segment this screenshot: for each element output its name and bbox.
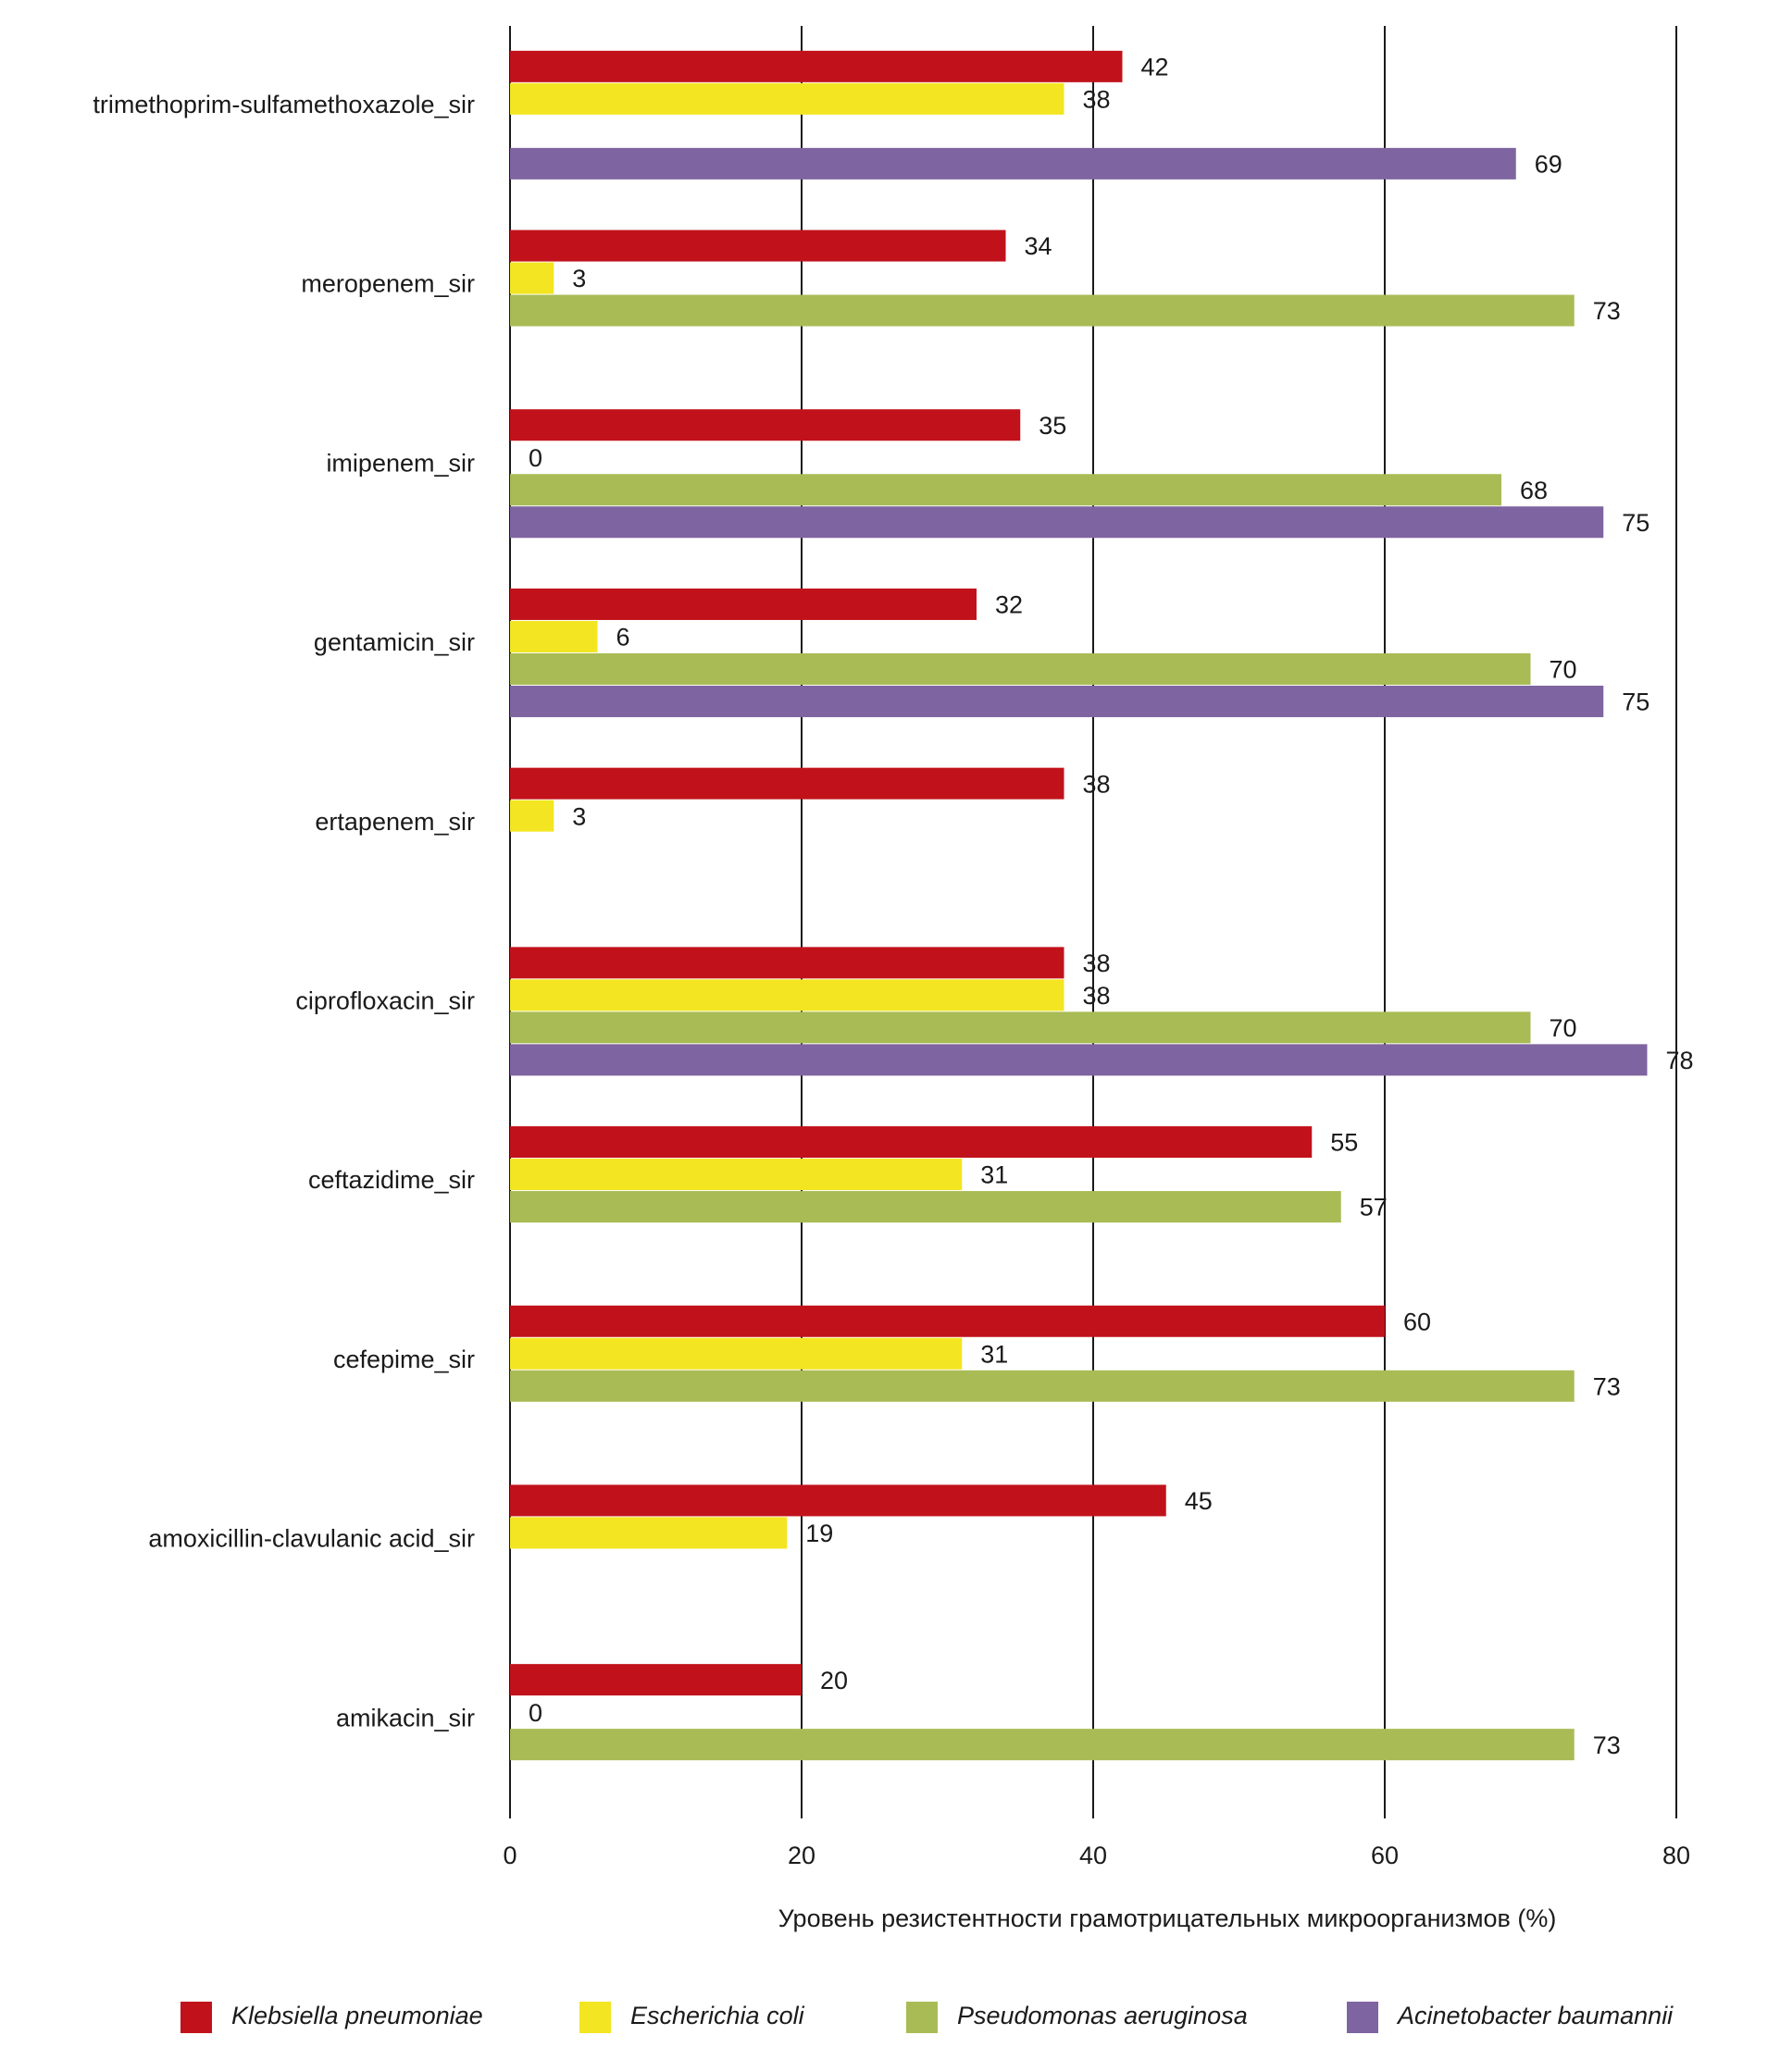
bar — [510, 947, 1064, 979]
data-label: 70 — [1550, 656, 1577, 684]
bar — [510, 800, 554, 832]
bar — [510, 1484, 1166, 1517]
bar — [510, 82, 1064, 115]
data-label: 73 — [1593, 1372, 1621, 1400]
data-label: 55 — [1330, 1129, 1358, 1157]
category-label: imipenem_sir — [326, 449, 475, 477]
legend-swatch — [579, 2002, 611, 2033]
data-label: 20 — [820, 1667, 848, 1694]
bar — [510, 1305, 1385, 1337]
data-label: 73 — [1593, 1731, 1621, 1759]
legend-text: Escherichia coli — [630, 2002, 805, 2029]
category-label: ciprofloxacin_sir — [295, 986, 475, 1014]
bar — [510, 262, 554, 294]
bar — [510, 409, 1021, 441]
bar — [510, 685, 1604, 717]
data-label: 38 — [1083, 949, 1111, 977]
data-label: 75 — [1622, 689, 1649, 716]
bar — [510, 506, 1604, 539]
category-label: trimethoprim-sulfamethoxazole_sir — [93, 91, 475, 118]
data-label: 73 — [1593, 297, 1621, 325]
data-label: 38 — [1083, 770, 1111, 798]
bar — [510, 652, 1531, 685]
legend-text: Klebsiella pneumoniae — [231, 2002, 483, 2029]
bar — [510, 294, 1575, 327]
data-label: 0 — [529, 1699, 542, 1727]
category-label: cefepime_sir — [333, 1346, 475, 1373]
x-tick-label: 40 — [1079, 1842, 1107, 1869]
category-label: meropenem_sir — [301, 270, 475, 298]
data-label: 70 — [1550, 1014, 1577, 1042]
category-label: gentamicin_sir — [314, 628, 475, 656]
data-label: 78 — [1666, 1047, 1694, 1074]
data-label: 38 — [1083, 982, 1111, 1010]
legend-swatch — [906, 2002, 938, 2033]
data-label: 57 — [1360, 1194, 1388, 1222]
data-label: 68 — [1520, 477, 1548, 504]
data-label: 31 — [980, 1340, 1008, 1368]
bar — [510, 767, 1064, 800]
bar — [510, 1191, 1341, 1223]
data-label: 3 — [572, 802, 586, 830]
category-label: ceftazidime_sir — [308, 1166, 475, 1194]
x-tick-label: 80 — [1662, 1842, 1690, 1869]
bar — [510, 1370, 1575, 1402]
bar — [510, 147, 1516, 180]
data-label: 60 — [1403, 1308, 1431, 1335]
data-label: 19 — [805, 1520, 833, 1547]
bar — [510, 1517, 788, 1549]
legend-text: Acinetobacter baumannii — [1396, 2002, 1674, 2029]
data-label: 0 — [529, 444, 542, 472]
data-label: 45 — [1185, 1487, 1213, 1515]
bar — [510, 588, 977, 620]
data-label: 75 — [1622, 509, 1649, 537]
data-label: 32 — [995, 591, 1023, 619]
bar — [510, 1664, 802, 1696]
bar — [510, 620, 598, 652]
bar — [510, 230, 1006, 262]
x-tick-label: 20 — [788, 1842, 815, 1869]
bar — [510, 1729, 1575, 1761]
bar — [510, 1011, 1531, 1044]
data-label: 69 — [1535, 150, 1562, 178]
bar — [510, 1159, 963, 1191]
data-label: 6 — [616, 624, 630, 651]
bar — [510, 50, 1123, 82]
legend-swatch — [1347, 2002, 1378, 2033]
category-label: amikacin_sir — [336, 1704, 475, 1731]
data-label: 34 — [1025, 232, 1052, 260]
data-label: 35 — [1039, 412, 1066, 440]
bar — [510, 1044, 1648, 1076]
data-label: 3 — [572, 265, 586, 292]
category-label: amoxicillin-clavulanic acid_sir — [148, 1525, 475, 1553]
x-tick-label: 60 — [1371, 1842, 1399, 1869]
bar — [510, 474, 1501, 506]
data-label: 42 — [1141, 53, 1169, 81]
data-label: 38 — [1083, 85, 1111, 113]
legend-swatch — [180, 2002, 212, 2033]
bar — [510, 1126, 1313, 1159]
data-label: 31 — [980, 1161, 1008, 1189]
bar — [510, 979, 1064, 1011]
x-tick-label: 0 — [503, 1842, 517, 1869]
x-axis-title: Уровень резистентности грамотрицательных… — [778, 1905, 1557, 1932]
legend-text: Pseudomonas aeruginosa — [957, 2002, 1248, 2029]
bar — [510, 1337, 963, 1370]
category-label: ertapenem_sir — [315, 808, 475, 836]
